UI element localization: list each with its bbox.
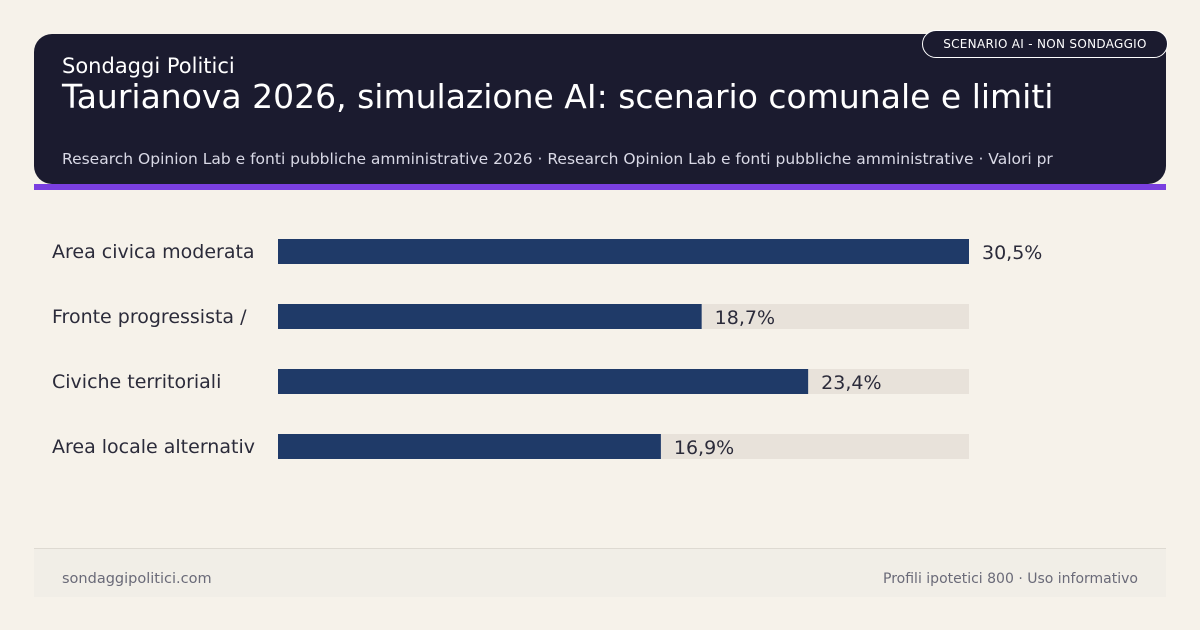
footer: sondaggipolitici.com Profili ipotetici 8… (34, 548, 1166, 597)
value-label: 23,4% (821, 372, 881, 394)
bar (278, 304, 702, 329)
value-label: 18,7% (715, 307, 775, 329)
scenario-badge: SCENARIO AI - NON SONDAGGIO (922, 30, 1168, 58)
category-label: Civiche territoriali (52, 371, 221, 393)
brand-name: Sondaggi Politici (62, 54, 235, 78)
accent-divider (34, 184, 1166, 190)
bar (278, 239, 969, 264)
bar (278, 434, 661, 459)
page-subtitle: Research Opinion Lab e fonti pubbliche a… (62, 150, 1053, 168)
category-label: Area locale alternativ (52, 436, 255, 458)
footer-note: Profili ipotetici 800 · Uso informativo (883, 571, 1138, 587)
value-label: 16,9% (674, 437, 734, 459)
category-label: Area civica moderata (52, 241, 255, 263)
page-title: Taurianova 2026, simulazione AI: scenari… (62, 77, 1054, 116)
footer-site-link[interactable]: sondaggipolitici.com (62, 571, 212, 587)
header-banner: Sondaggi Politici Taurianova 2026, simul… (34, 34, 1166, 184)
bar (278, 369, 809, 394)
category-label: Fronte progressista / (52, 306, 247, 328)
value-label: 30,5% (982, 242, 1042, 264)
